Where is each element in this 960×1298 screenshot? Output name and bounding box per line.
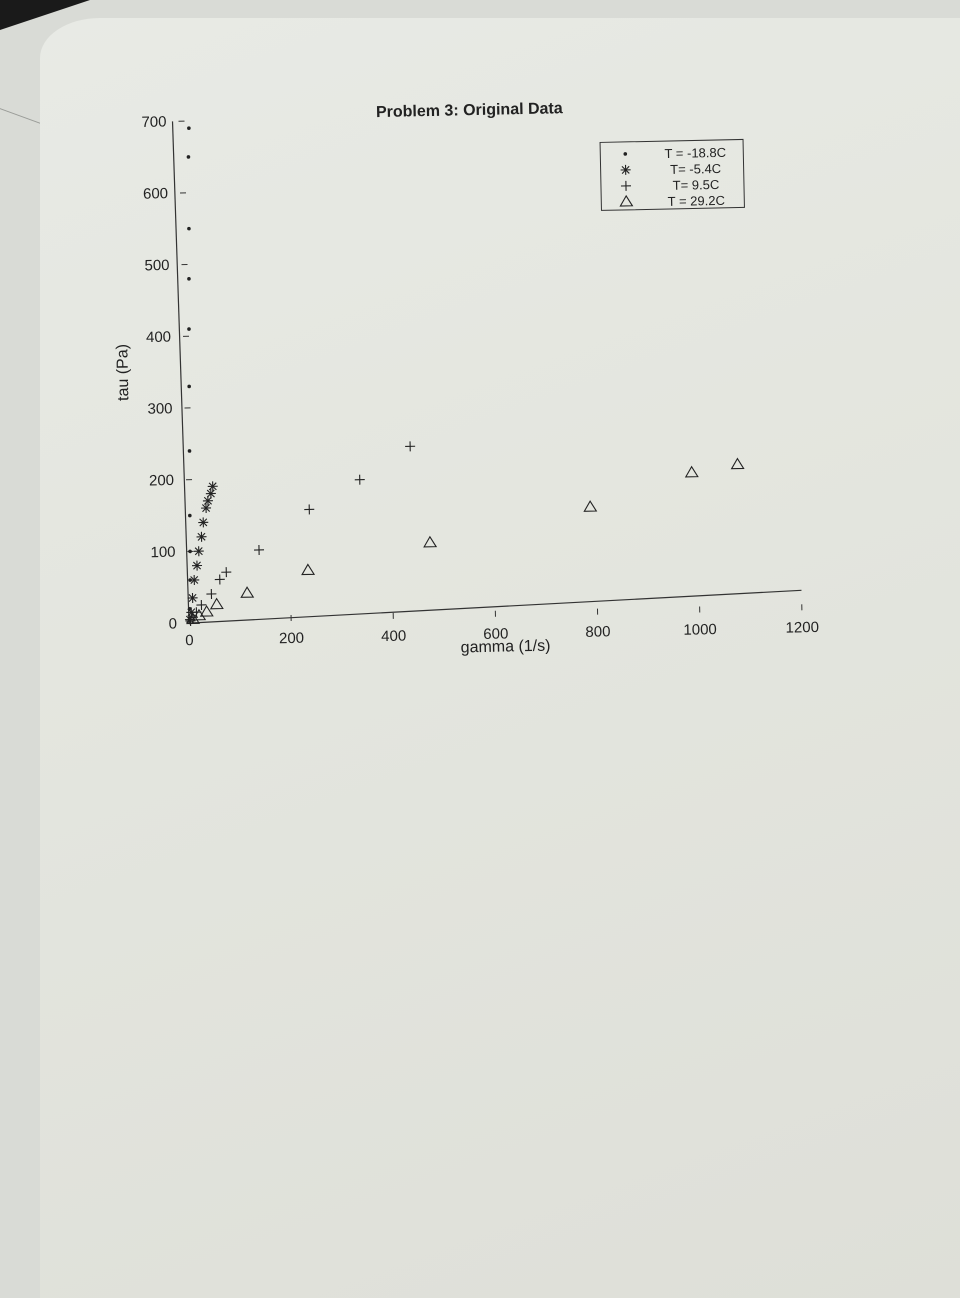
data-points [175,115,747,626]
legend: T = -18.8CT= -5.4CT= 9.5CT = 29.2C [600,139,744,210]
y-tick-label: 700 [141,114,166,132]
data-point-triangle [424,537,436,547]
data-point-plus [304,504,314,514]
x-tick-label: 200 [279,630,304,648]
data-point-plus [221,567,231,577]
x-tick-label: 800 [585,623,610,641]
legend-marker-dot [623,152,627,156]
x-axis-label: gamma (1/s) [461,638,551,657]
data-point-asterisk [196,532,206,542]
legend-marker-triangle [620,196,632,206]
chart-title: Problem 3: Original Data [376,100,563,121]
data-point-dot [188,449,192,453]
data-point-asterisk [189,575,199,585]
data-point-asterisk [201,503,211,513]
legend-label: T= 9.5C [673,177,720,193]
data-point-asterisk [198,517,208,527]
data-point-plus [206,589,216,599]
data-point-triangle [584,501,596,511]
legend-label: T = -18.8C [664,145,726,161]
data-point-triangle [731,458,743,468]
y-tick-label: 200 [149,472,174,490]
data-point-dot [188,514,192,518]
data-point-asterisk [192,560,202,570]
x-axis-line [189,590,802,623]
y-tick-label: 300 [147,400,172,418]
x-tick-label: 400 [381,628,406,646]
legend-label: T = 29.2C [668,193,726,209]
x-tick-label: 1000 [683,621,717,639]
data-point-dot [187,227,191,231]
y-axis-label: tau (Pa) [114,344,132,401]
data-point-plus [355,475,365,485]
data-point-triangle [211,599,223,609]
data-point-asterisk [194,546,204,556]
y-tick-label: 100 [150,544,175,562]
data-point-triangle [686,467,698,477]
x-tick-label: 1200 [785,619,819,637]
data-point-plus [405,441,415,451]
legend-marker-plus [621,181,631,191]
data-point-dot [187,155,191,159]
data-point-asterisk [206,488,216,498]
data-point-dot [187,385,191,389]
data-point-plus [254,545,264,555]
data-point-dot [187,126,191,130]
data-point-dot [188,550,192,554]
data-point-dot [187,327,191,331]
x-tick-label: 0 [185,632,194,649]
legend-marker-asterisk [621,165,631,175]
data-point-triangle [241,587,253,597]
y-tick-label: 500 [144,257,169,275]
y-tick-label: 0 [169,615,178,632]
data-point-dot [187,277,191,281]
data-point-asterisk [208,481,218,491]
y-tick-label: 600 [143,185,168,203]
data-point-plus [215,574,225,584]
legend-label: T= -5.4C [670,161,721,177]
data-point-triangle [302,564,314,574]
data-point-asterisk [187,593,197,603]
y-tick-label: 400 [146,329,171,347]
